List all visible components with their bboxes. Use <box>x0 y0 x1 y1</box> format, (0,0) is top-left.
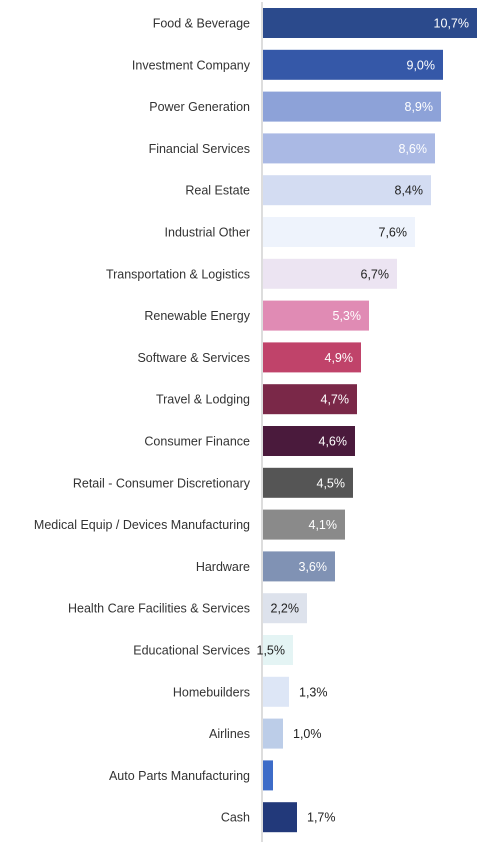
value-label-industrial-other: 7,6% <box>379 226 408 240</box>
value-label-food-and-beverage: 10,7% <box>434 17 469 31</box>
value-label-cash: 1,7% <box>307 811 336 825</box>
bar-real-estate <box>263 175 431 206</box>
value-label-homebuilders: 1,3% <box>299 685 328 699</box>
bars-layer <box>263 8 477 833</box>
value-label-hardware: 3,6% <box>299 560 328 574</box>
value-label-health-care-facilities-and-services: 2,2% <box>271 602 300 616</box>
category-label-medical-equip-devices-manufacturing: Medical Equip / Devices Manufacturing <box>34 518 250 532</box>
category-label-transportation-and-logistics: Transportation & Logistics <box>106 267 250 281</box>
bar-airlines <box>263 718 283 749</box>
bar-renewable-energy <box>263 300 369 331</box>
value-label-travel-and-lodging: 4,7% <box>321 393 350 407</box>
value-labels-layer: 10,7% 9,0% 8,9% 8,6% 8,4% 7,6% 6,7% 5,3% 4,9% 4,7… <box>257 17 470 825</box>
value-label-renewable-energy: 5,3% <box>333 309 362 323</box>
category-label-airlines: Airlines <box>209 727 250 741</box>
category-label-investment-company: Investment Company <box>132 58 251 72</box>
bar-hardware <box>263 551 335 582</box>
bar-retail-consumer-discretionary <box>263 467 353 498</box>
bar-financial-services <box>263 133 435 164</box>
category-label-health-care-facilities-and-services: Health Care Facilities & Services <box>68 602 250 616</box>
bar-educational-services <box>263 635 293 665</box>
bar-health-care-facilities-and-services <box>263 593 307 624</box>
value-label-transportation-and-logistics: 6,7% <box>361 267 390 281</box>
category-label-real-estate: Real Estate <box>185 184 250 198</box>
category-labels-layer: Food & Beverage Investment Company Power G… <box>34 17 251 825</box>
bar-power-generation <box>263 91 441 122</box>
category-label-auto-parts-manufacturing: Auto Parts Manufacturing <box>109 769 250 783</box>
category-label-financial-services: Financial Services <box>149 142 250 156</box>
category-label-consumer-finance: Consumer Finance <box>144 435 250 449</box>
bar-industrial-other <box>263 217 415 247</box>
value-label-power-generation: 8,9% <box>405 100 434 114</box>
category-label-homebuilders: Homebuilders <box>173 685 250 699</box>
category-label-food-and-beverage: Food & Beverage <box>153 17 250 31</box>
bar-food-and-beverage <box>263 8 477 38</box>
value-label-investment-company: 9,0% <box>407 58 436 72</box>
category-label-software-and-services: Software & Services <box>137 351 250 365</box>
value-label-educational-services: 1,5% <box>257 644 286 658</box>
value-label-retail-consumer-discretionary: 4,5% <box>317 476 346 490</box>
category-label-cash: Cash <box>221 811 250 825</box>
bar-auto-parts-manufacturing <box>263 760 273 791</box>
value-label-airlines: 1,0% <box>293 727 322 741</box>
bar-transportation-and-logistics <box>263 258 397 289</box>
bar-homebuilders <box>263 676 289 707</box>
category-label-power-generation: Power Generation <box>149 100 250 114</box>
bar-cash <box>263 802 297 833</box>
category-label-travel-and-lodging: Travel & Lodging <box>156 393 250 407</box>
value-label-software-and-services: 4,9% <box>325 351 354 365</box>
value-label-medical-equip-devices-manufacturing: 4,1% <box>309 518 338 532</box>
bar-investment-company <box>263 49 443 80</box>
bar-software-and-services <box>263 342 361 373</box>
category-label-industrial-other: Industrial Other <box>165 226 250 240</box>
category-label-retail-consumer-discretionary: Retail - Consumer Discretionary <box>73 476 251 490</box>
category-label-hardware: Hardware <box>196 560 250 574</box>
bar-consumer-finance <box>263 426 355 456</box>
value-label-real-estate: 8,4% <box>395 184 424 198</box>
value-label-financial-services: 8,6% <box>399 142 428 156</box>
bar-travel-and-lodging <box>263 384 357 415</box>
bar-medical-equip-devices-manufacturing <box>263 509 345 540</box>
value-label-consumer-finance: 4,6% <box>319 435 348 449</box>
category-label-educational-services: Educational Services <box>133 644 250 658</box>
category-label-renewable-energy: Renewable Energy <box>144 309 250 323</box>
